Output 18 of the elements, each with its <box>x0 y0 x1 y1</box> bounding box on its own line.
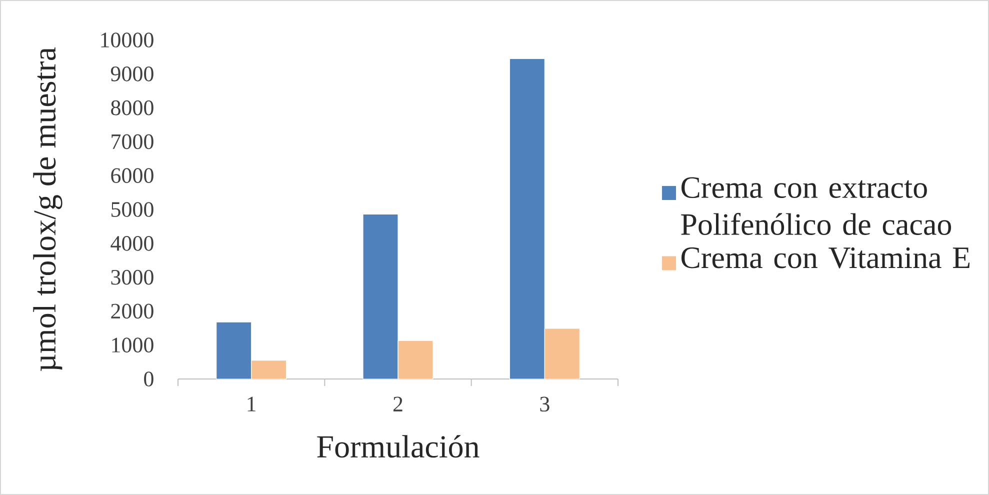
y-tick-label: 2000 <box>111 304 154 319</box>
x-axis-title: Formulación <box>317 435 480 458</box>
x-tick-label: 3 <box>540 396 550 412</box>
y-tick-label: 7000 <box>112 134 154 150</box>
y-tick-label: 8000 <box>111 100 154 116</box>
y-axis-title: µmol trolox/g de muestra <box>33 47 62 371</box>
y-tick-label: 10000 <box>101 32 154 48</box>
y-tick-label: 0 <box>144 372 154 386</box>
y-tick-label: 9000 <box>110 66 154 82</box>
y-tick-label: 3000 <box>111 270 154 285</box>
y-tick-label: 5000 <box>112 202 154 217</box>
y-tick-label: 6000 <box>111 168 154 184</box>
legend-label: Crema con extracto Polifenólico de cacao <box>681 177 952 236</box>
y-tick-label: 4000 <box>110 236 154 251</box>
legend-label: Crema con Vitamina E <box>681 247 970 268</box>
x-tick-label: 2 <box>393 396 402 412</box>
x-tick-label: 1 <box>248 396 256 412</box>
y-tick-label: 1000 <box>112 338 154 353</box>
